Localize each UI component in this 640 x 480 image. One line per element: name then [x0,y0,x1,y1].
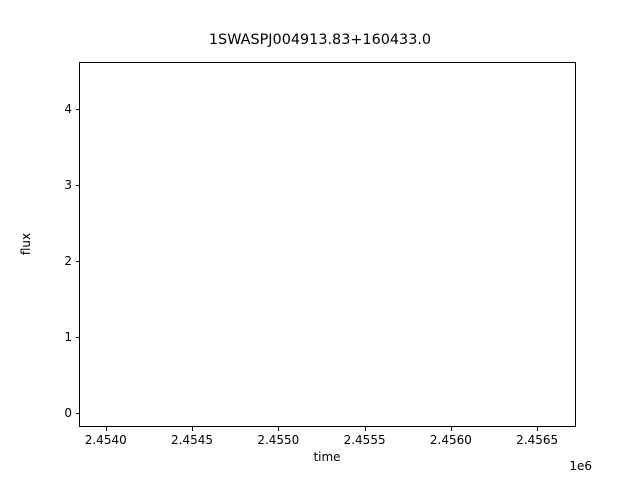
y-tick-mark [75,337,79,339]
axes-frame [79,62,576,427]
y-tick-label: 0 [64,406,72,421]
y-tick-mark [75,185,79,187]
y-tick-mark [75,261,79,263]
x-tick-label: 2.4555 [343,433,386,447]
x-tick-mark [105,427,107,431]
y-tick-label: 3 [64,178,72,193]
y-axis-label: flux [19,232,33,256]
y-tick-label: 4 [64,102,72,117]
x-tick-mark [364,427,366,431]
x-tick-mark [537,427,539,431]
x-tick-mark [450,427,452,431]
x-tick-label: 2.4540 [84,433,127,447]
y-tick-mark [75,109,79,111]
x-axis-offset-text: 1e6 [569,459,592,473]
x-axis-label: time [313,450,341,464]
x-tick-label: 2.4550 [257,433,300,447]
x-tick-label: 2.4545 [171,433,214,447]
y-tick-label: 1 [64,330,72,345]
x-tick-mark [192,427,194,431]
x-tick-label: 2.4565 [516,433,559,447]
y-tick-label: 2 [64,254,72,269]
x-tick-label: 2.4560 [429,433,472,447]
page-title: 1SWASPJ004913.83+160433.0 [208,32,432,48]
x-tick-mark [278,427,280,431]
y-tick-mark [75,413,79,415]
